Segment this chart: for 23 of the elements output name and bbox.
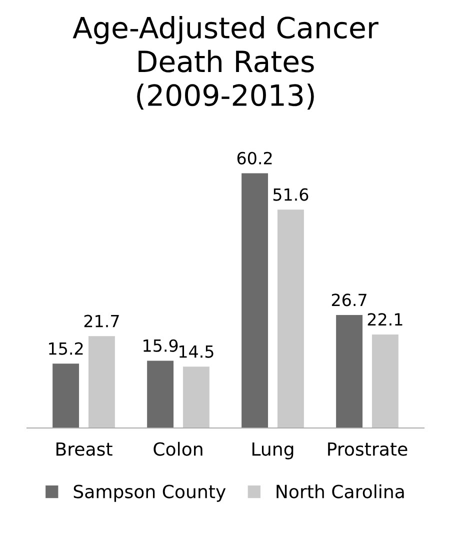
x-tick-label: Prostrate <box>328 442 408 456</box>
data-label: 15.2 <box>49 342 83 355</box>
bar <box>372 334 398 428</box>
bar <box>336 315 363 428</box>
bar <box>52 364 80 428</box>
data-label: 60.2 <box>237 152 272 164</box>
x-tick-label: Colon <box>154 442 202 456</box>
bar <box>88 336 115 428</box>
data-label: 14.5 <box>179 345 214 358</box>
x-tick-label: Lung <box>252 442 294 460</box>
legend-label: North Carolina <box>276 484 404 498</box>
bar <box>277 210 304 428</box>
x-tick-label: Breast <box>56 442 112 456</box>
data-label: 22.1 <box>368 313 402 326</box>
bar <box>147 360 174 428</box>
legend-label: Sampson County <box>74 484 226 502</box>
data-label: 21.7 <box>84 314 119 328</box>
chart-title: Age-Adjusted Cancer Death Rates (2009-2013) <box>72 16 378 110</box>
data-label: 51.6 <box>273 188 308 201</box>
data-label: 26.7 <box>332 294 366 306</box>
bar <box>242 173 268 428</box>
bar <box>182 366 210 428</box>
data-label: 15.9 <box>144 339 178 352</box>
